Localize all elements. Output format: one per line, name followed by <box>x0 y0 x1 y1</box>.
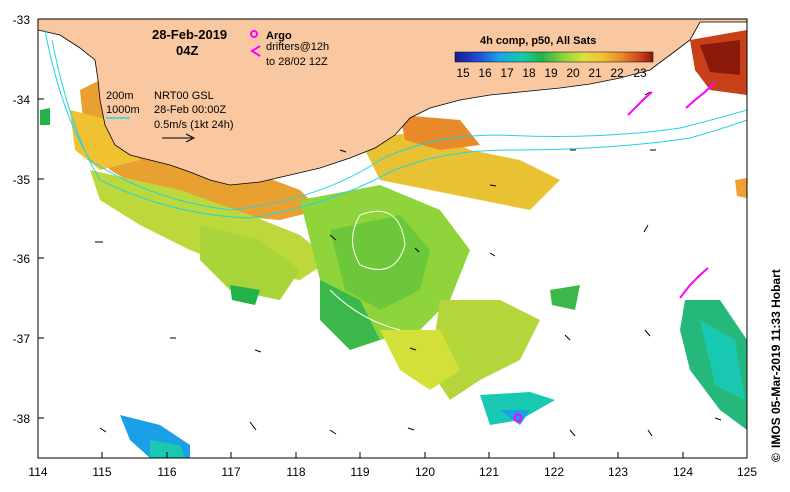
y-tick-label: -33 <box>13 13 31 27</box>
copyright-symbol: © <box>769 453 783 462</box>
contour-1000-label: 1000m <box>106 104 140 116</box>
plot-frame <box>37 18 748 459</box>
y-axis-labels: -33 -34 -35 -36 -37 -38 <box>13 13 31 426</box>
axis-ticks <box>37 18 748 458</box>
colorbar-tick-label: 18 <box>522 66 536 80</box>
x-tick-label: 115 <box>92 465 111 479</box>
x-tick-label: 121 <box>479 465 499 479</box>
drifter-tracks <box>627 81 716 299</box>
x-tick-label: 117 <box>221 465 240 479</box>
current-vectors <box>95 91 722 437</box>
argo-legend-label: Argo <box>266 30 292 42</box>
y-tick-label: -38 <box>13 412 31 426</box>
current-date-label: 28-Feb 00:00Z <box>154 104 226 116</box>
current-scale-arrow <box>162 133 196 143</box>
x-tick-label: 118 <box>286 465 305 479</box>
argo-legend-icon <box>250 30 258 38</box>
colorbar-tick-label: 15 <box>456 66 470 80</box>
y-tick-label: -37 <box>13 332 31 346</box>
colorbar-tick-label: 19 <box>544 66 558 80</box>
colorbar-tick-label: 17 <box>500 66 514 80</box>
credit-text: IMOS 05-Mar-2019 11:33 Hobart <box>769 269 783 448</box>
colorbar-ticks: 15 16 17 18 19 20 21 22 23 <box>456 66 647 80</box>
colorbar-tick-label: 22 <box>610 66 624 80</box>
map-time: 04Z <box>176 43 198 58</box>
x-axis-labels: 114 115 116 117 118 119 120 121 122 123 … <box>28 465 757 479</box>
bathymetry-contours <box>44 29 747 331</box>
current-model-label: NRT00 GSL <box>154 90 214 102</box>
x-tick-label: 116 <box>157 465 176 479</box>
x-tick-label: 119 <box>350 465 369 479</box>
colorbar-tick-label: 23 <box>633 66 647 80</box>
drifter-legend-label: drifters@12h <box>266 41 329 53</box>
x-tick-label: 120 <box>415 465 435 479</box>
colorbar-tick-label: 21 <box>588 66 602 80</box>
colorbar-tick-label: 20 <box>566 66 580 80</box>
x-tick-label: 124 <box>673 465 693 479</box>
current-scale-label: 0.5m/s (1kt 24h) <box>154 119 233 131</box>
drifter-legend-icon <box>250 45 261 57</box>
map-date: 28-Feb-2019 <box>152 27 227 42</box>
contour-200-label: 200m <box>106 90 134 102</box>
y-tick-label: -35 <box>13 173 31 187</box>
colorbar-tick-label: 16 <box>478 66 492 80</box>
y-tick-label: -36 <box>13 252 31 266</box>
sst-patches <box>40 30 747 458</box>
argo-float-marker <box>513 413 523 423</box>
x-tick-label: 123 <box>608 465 628 479</box>
colorbar-title: 4h comp, p50, All Sats <box>480 35 596 47</box>
y-tick-label: -34 <box>13 93 31 107</box>
x-tick-label: 114 <box>28 465 47 479</box>
drifter-legend-sub: to 28/02 12Z <box>266 56 328 68</box>
colorbar <box>454 51 654 63</box>
x-tick-label: 125 <box>737 465 757 479</box>
x-tick-label: 122 <box>544 465 564 479</box>
